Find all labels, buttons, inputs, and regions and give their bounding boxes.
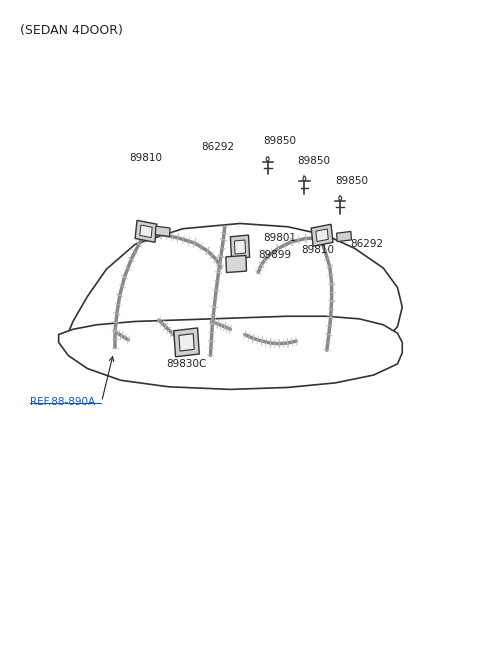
Text: 89899: 89899 <box>258 250 291 260</box>
Text: REF.88-890A: REF.88-890A <box>30 397 95 407</box>
Bar <box>140 225 152 237</box>
Text: (SEDAN 4DOOR): (SEDAN 4DOOR) <box>21 24 123 37</box>
Text: 86292: 86292 <box>350 239 383 249</box>
Bar <box>336 232 351 241</box>
Bar <box>316 229 328 241</box>
Text: 89830C: 89830C <box>167 359 207 369</box>
Text: 89810: 89810 <box>301 245 334 255</box>
Bar <box>311 224 333 246</box>
Polygon shape <box>63 224 402 367</box>
Bar <box>234 240 246 254</box>
Text: 89850: 89850 <box>263 136 296 146</box>
Bar <box>174 328 199 357</box>
Bar <box>135 220 157 242</box>
Text: 89810: 89810 <box>129 154 162 163</box>
Circle shape <box>303 176 306 180</box>
Polygon shape <box>59 316 402 390</box>
Circle shape <box>266 157 269 161</box>
Circle shape <box>339 196 342 200</box>
Bar <box>226 255 247 272</box>
Text: 89850: 89850 <box>297 156 330 166</box>
Bar <box>230 235 250 259</box>
Text: 86292: 86292 <box>201 142 234 152</box>
Text: 89801: 89801 <box>263 233 296 243</box>
Bar <box>179 334 194 351</box>
Text: 89850: 89850 <box>336 176 369 186</box>
Bar <box>156 226 170 236</box>
